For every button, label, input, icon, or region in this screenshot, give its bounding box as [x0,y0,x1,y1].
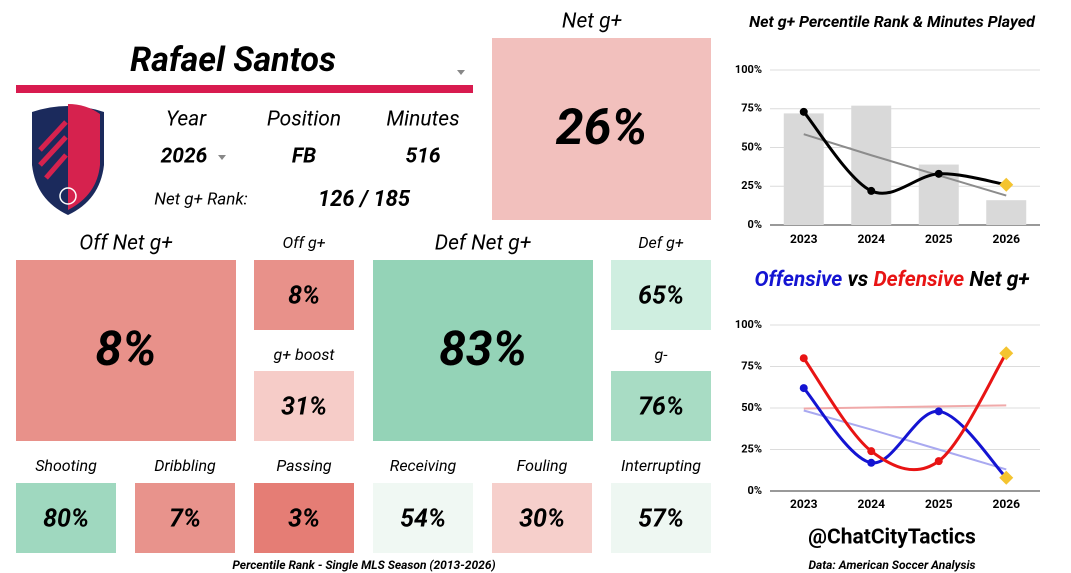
tile-label: g+ boost [274,345,336,364]
tile-value: 7% [169,505,201,534]
tile [254,260,354,330]
tile-label: Passing [276,456,332,475]
line [802,110,1007,195]
footer-note: Percentile Rank - Single MLS Season (201… [232,558,495,572]
tile [373,260,593,441]
tile [254,371,354,441]
tile [254,483,354,553]
x-tick-label: 2025 [925,232,953,246]
tile-label: Shooting [35,456,97,475]
title-series: Offensive [754,268,842,292]
position-label: Position [267,108,341,132]
tile-value: 57% [638,505,684,534]
tile [135,483,235,553]
chart-title: Net g+ Percentile Rank & Minutes Played [749,12,1036,31]
x-tick-label: 2026 [992,497,1020,511]
line [802,387,1008,479]
tile [611,260,711,330]
trend-line [803,133,1007,197]
tile-label: Off Net g+ [79,232,173,256]
y-tick-label: 100% [735,318,762,331]
tile-label: Dribbling [154,456,216,475]
club-logo [32,104,104,215]
bar [851,105,892,225]
tile-label: Def g+ [638,233,683,252]
x-tick-label: 2023 [790,497,818,511]
y-tick-label: 0% [748,484,762,497]
point [867,458,876,467]
tile [16,483,116,553]
tile-label: Off g+ [283,233,326,252]
point [867,447,876,456]
tile-value: 8% [288,282,320,311]
source: Data: American Soccer Analysis [808,558,975,572]
rank-value: 126 / 185 [318,187,411,212]
tile-label: g- [654,345,668,364]
y-tick-label: 0% [748,218,762,231]
x-tick-label: 2026 [992,232,1020,246]
tile-label: Interrupting [621,456,701,475]
position-value: FB [292,145,316,169]
line [802,352,1008,472]
tile-value: 26% [556,99,648,157]
tile-value: 65% [638,282,684,311]
name-underline [16,85,473,93]
x-tick-label: 2024 [857,497,885,511]
minutes-label: Minutes [386,108,459,132]
point [934,407,943,416]
point [799,354,808,363]
tile-label: Fouling [517,456,568,475]
tile-label: Net g+ [562,10,623,34]
tile-label: Receiving [390,456,457,475]
tile-value: 80% [43,505,89,534]
title-series: Defensive [873,268,964,292]
tile-value: 8% [95,320,156,377]
tile-label: Def Net g+ [435,232,532,256]
y-tick-label: 75% [741,359,762,372]
tile [373,483,473,553]
tile [611,371,711,441]
title-text: vs [847,268,868,292]
point [934,169,943,178]
last-point-marker [999,346,1014,361]
x-tick-label: 2023 [790,232,818,246]
tile [16,260,236,441]
chart-title: Offensive vs Defensive Net g+ [754,268,1029,292]
y-tick-label: 25% [741,442,762,455]
tile-value: 30% [519,505,565,534]
point [799,384,808,393]
dropdown-arrow[interactable] [457,70,465,75]
y-tick-label: 25% [741,179,762,192]
year-label: Year [166,108,207,132]
tile-value: 76% [638,393,684,422]
tile-value: 31% [281,393,327,422]
bar [986,200,1027,225]
point [934,457,943,466]
y-tick-label: 50% [741,140,762,153]
tile [492,483,592,553]
last-point-marker [999,177,1014,192]
point [799,107,808,116]
handle: @ChatCityTactics [808,526,976,550]
tile-value: 83% [439,320,527,377]
point [867,186,876,195]
y-tick-label: 50% [741,401,762,414]
year-value[interactable]: 2026 [161,145,208,169]
year-dropdown-arrow[interactable] [218,155,226,160]
y-tick-label: 100% [735,63,762,76]
y-tick-label: 75% [741,102,762,115]
tile [492,38,711,220]
title-text: Net g+ [969,268,1029,292]
x-tick-label: 2024 [857,232,885,246]
rank-label: Net g+ Rank: [154,189,248,209]
tile [611,483,711,553]
player-name: Rafael Santos [130,40,336,80]
tile-value: 54% [400,505,446,534]
x-tick-label: 2025 [925,497,953,511]
tile-value: 3% [288,505,320,534]
minutes-value: 516 [405,145,440,169]
last-point-marker [999,470,1014,485]
